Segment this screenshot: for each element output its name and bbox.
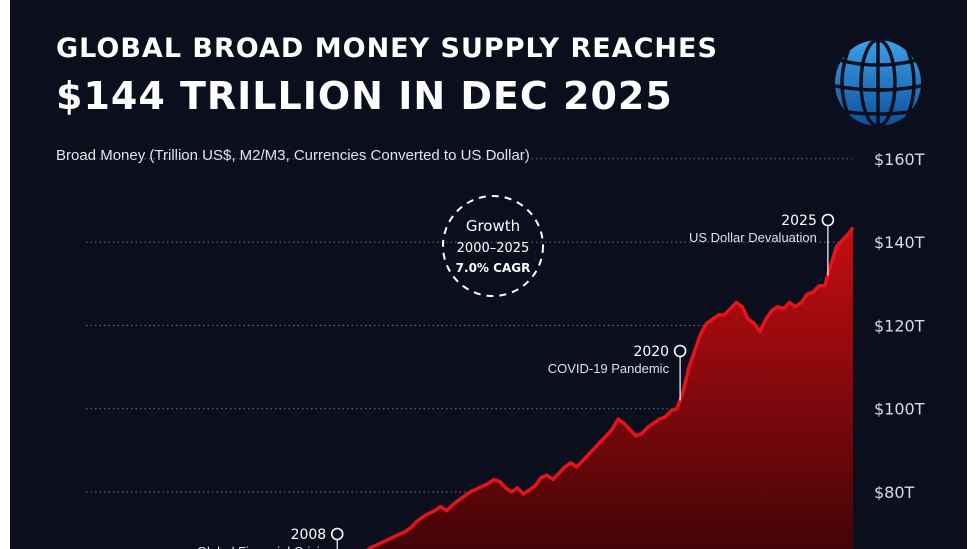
annotations: 2008Global Financial Crisis 2020COVID-19 … (197, 213, 835, 549)
chart-title-line-2: $144 TRILLION IN DEC 2025 (56, 74, 673, 118)
y-tick-label: $120T (874, 316, 925, 335)
annotation-year: 2008 (291, 527, 327, 543)
annotation-year: 2020 (633, 344, 669, 360)
globe-icon (835, 40, 921, 126)
chart-title-line-1: GLOBAL BROAD MONEY SUPPLY REACHES (56, 33, 718, 64)
y-tick-label: $100T (874, 400, 925, 419)
y-tick-label: $140T (874, 233, 925, 252)
y-tick-label: $80T (874, 483, 915, 502)
money-supply-area (337, 227, 853, 549)
annotation-label: Global Financial Crisis (197, 544, 327, 549)
growth-badge-line-3: 7.0% CAGR (456, 261, 531, 275)
annotation-marker (673, 344, 687, 358)
annotation-year: 2025 (781, 213, 817, 229)
money-supply-chart: $80T $100T $120T $140T $160T 2008Global Fina… (86, 40, 925, 549)
annotation-label: US Dollar Devaluation (689, 230, 817, 245)
annotation-marker (330, 527, 344, 541)
money-supply-line (366, 226, 855, 549)
growth-badge: Growth 2000–2025 7.0% CAGR (442, 195, 544, 297)
annotation-2008: 2008Global Financial Crisis (197, 527, 344, 549)
annotation-marker (821, 213, 835, 227)
growth-badge-line-2: 2000–2025 (457, 241, 530, 256)
growth-badge-line-1: Growth (466, 217, 520, 235)
annotation-label: COVID-19 Pandemic (548, 361, 670, 376)
infographic-frame: GLOBAL BROAD MONEY SUPPLY REACHES $144 T… (10, 0, 967, 549)
y-axis-ticks: $80T $100T $120T $140T $160T (874, 150, 925, 502)
y-tick-label: $160T (874, 150, 925, 169)
chart-subtitle: Broad Money (Trillion US$, M2/M3, Curren… (56, 147, 530, 164)
